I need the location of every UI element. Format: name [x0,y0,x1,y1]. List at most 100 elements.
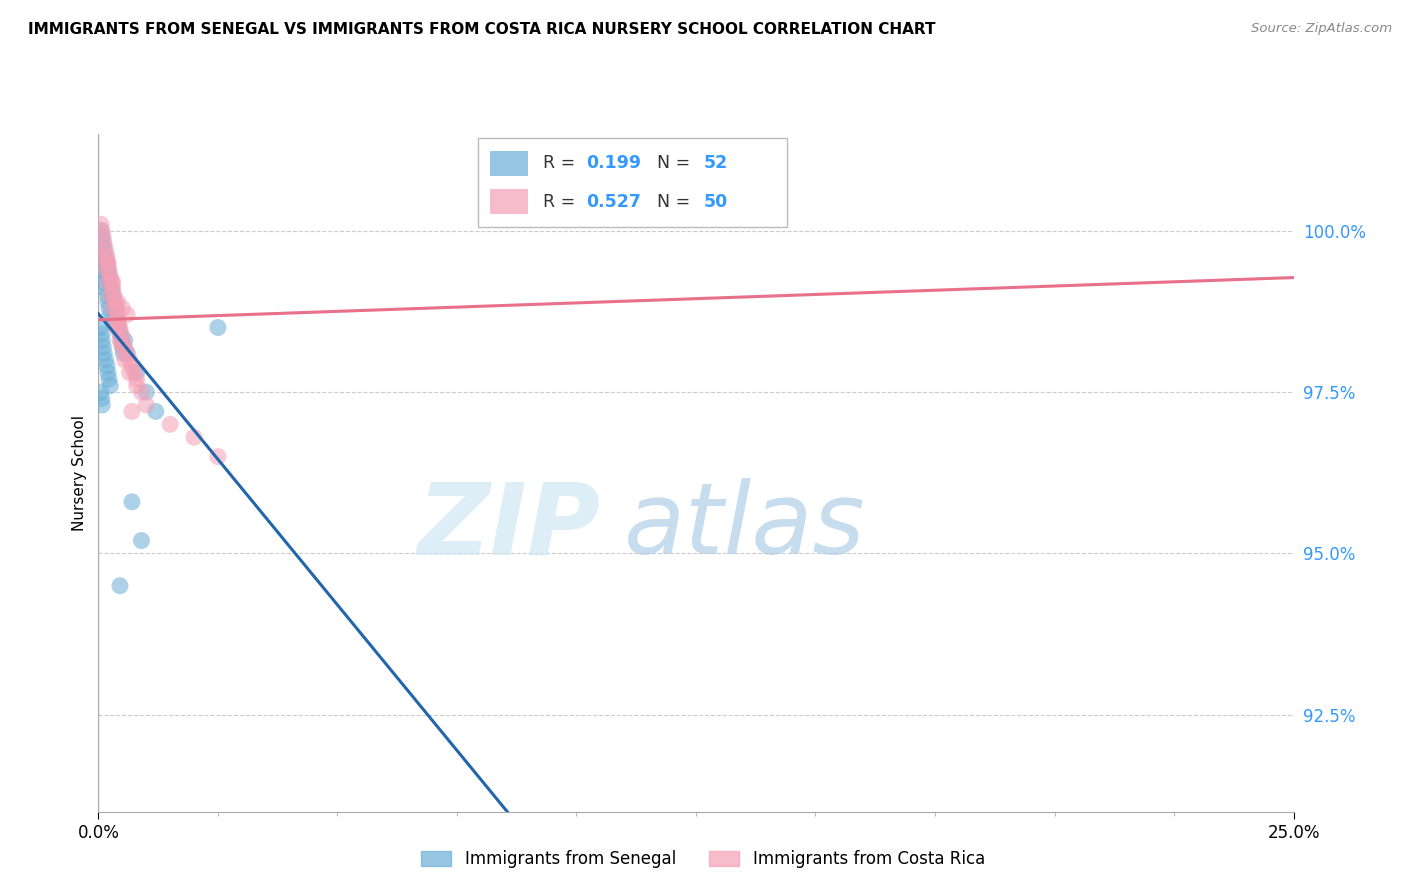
Point [90,392,112,406]
Point [107,308,129,322]
FancyBboxPatch shape [478,138,787,227]
Point [97,262,120,277]
Point [96,359,118,374]
Point [111,334,134,348]
Point [107,314,129,328]
Point [91,334,114,348]
Point [94,250,117,264]
Point [111,301,134,315]
Point [94,352,117,367]
Point [135,398,157,412]
Point [101,275,124,289]
Point [105,301,128,315]
Text: N =: N = [658,154,696,172]
Legend: Immigrants from Senegal, Immigrants from Costa Rica: Immigrants from Senegal, Immigrants from… [415,844,991,875]
Point [96,288,118,302]
Point [97,366,120,380]
Text: 0.199: 0.199 [586,154,641,172]
Point [121,359,143,374]
Point [94,262,117,277]
Point [91,230,114,244]
Point [93,346,115,360]
Point [101,275,124,289]
Point [107,320,129,334]
Point [103,294,125,309]
Point [114,352,136,367]
Y-axis label: Nursery School: Nursery School [72,415,87,531]
Point [97,301,120,315]
Point [93,243,115,257]
Point [101,282,124,296]
Point [101,301,124,315]
Point [613,191,636,205]
Point [107,320,129,334]
Point [131,385,153,400]
Point [97,256,120,270]
Point [108,579,131,593]
Point [105,308,128,322]
Point [93,236,115,251]
Point [207,450,229,464]
Point [107,294,129,309]
Point [108,320,131,334]
Point [97,256,120,270]
Text: R =: R = [543,154,581,172]
Point [108,334,131,348]
Point [98,268,122,283]
Point [97,294,120,309]
Text: Source: ZipAtlas.com: Source: ZipAtlas.com [1251,22,1392,36]
Point [98,308,122,322]
Point [115,346,138,360]
Point [110,326,132,341]
Point [121,495,143,509]
Point [91,340,114,354]
Point [94,243,117,257]
Point [90,320,112,334]
Point [97,262,120,277]
Point [121,404,143,418]
Point [108,326,131,341]
Point [98,288,122,302]
Point [125,366,148,380]
Point [183,430,205,444]
Point [97,275,120,289]
Point [97,268,120,283]
Point [131,533,153,548]
Text: IMMIGRANTS FROM SENEGAL VS IMMIGRANTS FROM COSTA RICA NURSERY SCHOOL CORRELATION: IMMIGRANTS FROM SENEGAL VS IMMIGRANTS FR… [28,22,935,37]
Point [91,398,114,412]
Point [98,275,122,289]
Point [96,250,118,264]
Point [159,417,181,432]
Point [90,256,112,270]
Point [115,346,138,360]
Text: 52: 52 [704,154,728,172]
Point [103,288,125,302]
Point [90,326,112,341]
Point [111,340,134,354]
Point [91,268,114,283]
Bar [491,189,527,214]
Point [91,250,114,264]
Point [207,320,229,334]
Point [91,230,114,244]
Point [104,301,127,315]
Point [96,256,118,270]
Point [91,262,114,277]
Point [98,378,122,392]
Text: ZIP: ZIP [418,478,600,575]
Point [145,404,167,418]
Point [115,308,138,322]
Text: N =: N = [658,193,696,211]
Point [105,320,128,334]
Point [110,334,132,348]
Point [114,334,136,348]
Point [90,224,112,238]
Point [107,314,129,328]
Text: R =: R = [543,193,581,211]
Bar [491,151,527,176]
Point [101,282,124,296]
Point [125,372,148,386]
Point [135,385,157,400]
Point [91,224,114,238]
Text: 50: 50 [704,193,728,211]
